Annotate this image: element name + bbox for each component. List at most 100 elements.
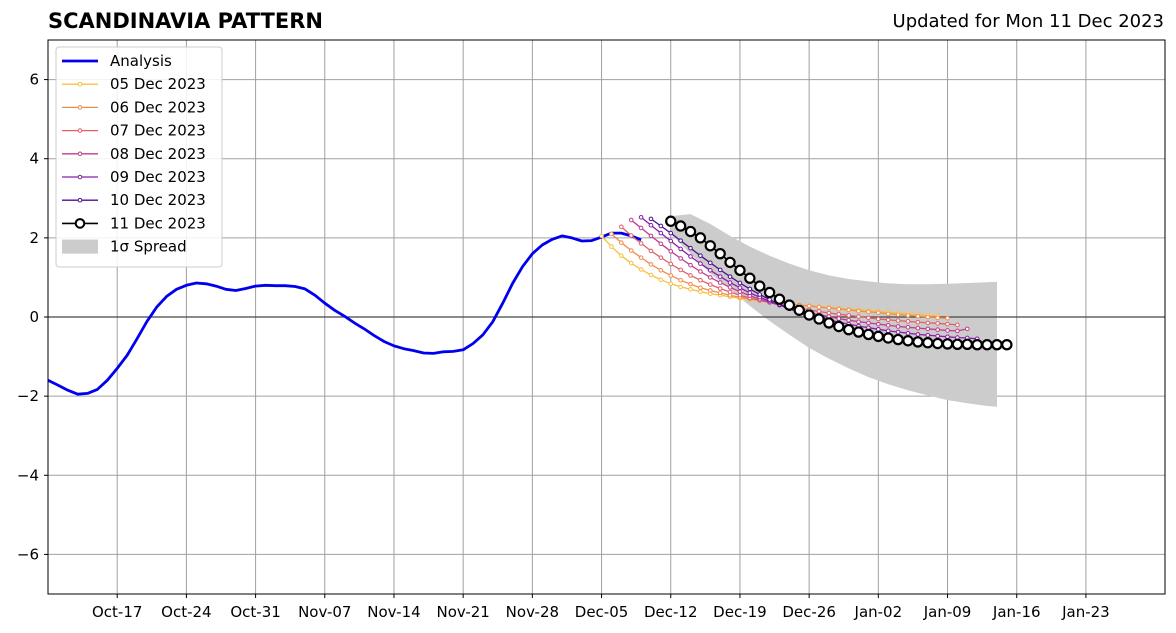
- forecast-point: [905, 319, 911, 324]
- forecast-point: [846, 313, 851, 318]
- forecast-point: [836, 306, 842, 312]
- legend-label: 11 Dec 2023: [110, 214, 206, 232]
- forecast-point: [698, 289, 703, 294]
- legend-entry: 07 Dec 2023: [62, 122, 206, 140]
- y-tick-label: −2: [17, 387, 39, 405]
- x-tick-label: Jan-02: [854, 603, 903, 621]
- latest-forecast-point: [902, 335, 914, 347]
- latest-forecast-point: [892, 333, 904, 346]
- forecast-point: [846, 307, 851, 313]
- forecast-point: [737, 285, 743, 291]
- forecast-point: [935, 315, 940, 321]
- forecast-point: [885, 328, 891, 334]
- latest-forecast-point: [931, 337, 944, 350]
- axis-layer: −6 −4 −2 0 2 4 6 Oct-17 Oct-24 Oct-31 Nov-07 Nov-14…: [17, 39, 1166, 621]
- forecast-point: [866, 320, 871, 326]
- legend-label: 07 Dec 2023: [110, 122, 206, 140]
- forecast-point: [609, 244, 614, 249]
- forecast-point: [935, 321, 940, 326]
- legend-entry: 06 Dec 2023: [62, 98, 206, 116]
- latest-forecast-point: [941, 338, 954, 350]
- forecast-point: [717, 290, 723, 296]
- forecast-point: [885, 317, 891, 323]
- forecast-point: [707, 288, 713, 293]
- forecast-point: [678, 238, 683, 243]
- series-7: [665, 215, 1013, 351]
- forecast-point: [945, 334, 950, 340]
- forecast-point: [678, 246, 683, 252]
- latest-forecast-point: [1001, 339, 1013, 351]
- forecast-point: [668, 261, 674, 267]
- forecast-point: [609, 231, 614, 237]
- forecast-point: [915, 332, 921, 337]
- legend-entry: 10 Dec 2023: [62, 191, 206, 209]
- forecast-point: [678, 277, 683, 283]
- forecast-point: [747, 286, 753, 292]
- forecast-point: [619, 224, 624, 230]
- forecast-point: [915, 319, 921, 325]
- forecast-point: [688, 262, 693, 268]
- forecast-point: [905, 330, 911, 336]
- latest-forecast-point: [694, 232, 707, 244]
- forecast-point: [688, 273, 693, 278]
- legend-label: 06 Dec 2023: [110, 98, 206, 116]
- latest-forecast-point: [922, 337, 934, 349]
- forecast-point: [638, 255, 644, 260]
- forecast-point: [717, 267, 723, 273]
- legend-entry: 1σ Spread: [62, 238, 187, 256]
- forecast-point: [856, 308, 861, 314]
- forecast-point: [856, 314, 861, 319]
- latest-forecast-point: [763, 286, 776, 299]
- latest-forecast-point: [704, 240, 716, 252]
- x-tick-label: Oct-31: [230, 603, 280, 621]
- legend-marker: [77, 105, 83, 110]
- forecast-point: [737, 289, 743, 294]
- chart-title: SCANDINAVIA PATTERN: [48, 9, 323, 33]
- forecast-point: [915, 313, 921, 319]
- forecast-point: [915, 325, 921, 331]
- forecast-point: [599, 233, 604, 239]
- latest-forecast-point: [912, 336, 924, 348]
- forecast-point: [628, 260, 634, 266]
- forecast-point: [628, 217, 634, 223]
- forecast-point: [895, 312, 901, 317]
- forecast-point: [678, 284, 683, 290]
- forecast-point: [678, 256, 683, 261]
- forecast-point: [905, 313, 911, 318]
- x-tick-label: Nov-28: [506, 603, 559, 621]
- x-tick-label: Dec-26: [782, 603, 836, 621]
- x-tick-label: Dec-05: [575, 603, 629, 621]
- forecast-point: [698, 285, 703, 291]
- latest-forecast-point: [813, 313, 825, 325]
- forecast-point: [707, 268, 713, 273]
- forecast-point: [965, 326, 970, 332]
- forecast-point: [895, 318, 901, 323]
- forecast-point: [648, 248, 654, 254]
- legend-label: 09 Dec 2023: [110, 168, 206, 186]
- x-tick-label: Jan-23: [1061, 603, 1110, 621]
- spread-band: [670, 214, 997, 407]
- y-tick-label: −6: [17, 545, 39, 563]
- forecast-point: [826, 305, 832, 311]
- forecast-point: [707, 282, 713, 287]
- latest-forecast-point: [852, 326, 865, 338]
- forecast-point: [668, 230, 674, 236]
- forecast-point: [895, 324, 901, 329]
- forecast-point: [668, 249, 674, 254]
- latest-forecast-point: [981, 339, 993, 351]
- forecast-point: [885, 311, 891, 317]
- legend-label: Analysis: [110, 52, 172, 70]
- forecast-point: [717, 280, 723, 285]
- forecast-point: [698, 253, 703, 258]
- forecast-point: [619, 253, 624, 258]
- forecast-point: [638, 267, 644, 272]
- forecast-point: [638, 225, 644, 231]
- forecast-point: [658, 223, 664, 229]
- analysis-line: [47, 231, 642, 396]
- latest-forecast-point: [665, 215, 677, 227]
- legend-swatch: [62, 239, 98, 254]
- forecast-point: [648, 272, 654, 278]
- forecast-point: [747, 290, 753, 296]
- y-tick-label: 4: [29, 150, 39, 168]
